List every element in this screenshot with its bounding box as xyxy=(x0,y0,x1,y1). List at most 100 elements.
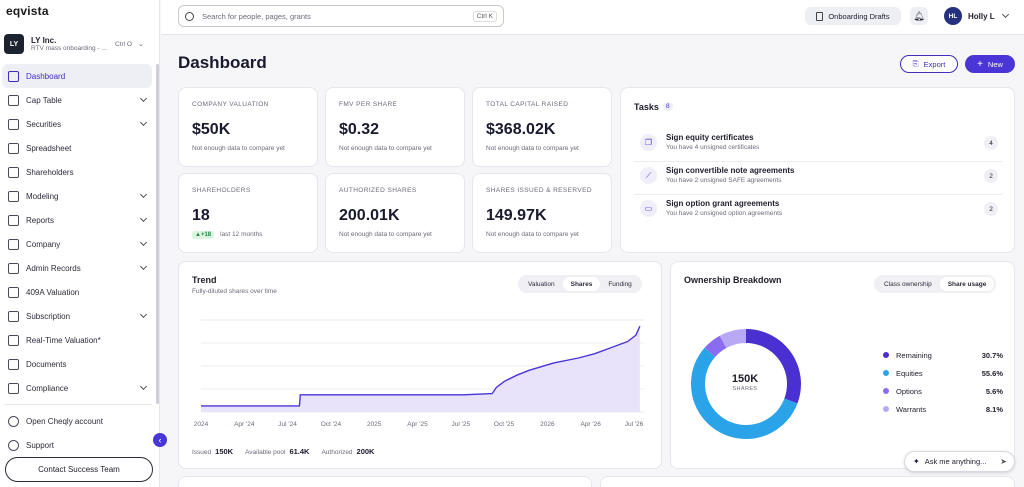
donut-center-value: 150K xyxy=(731,373,759,385)
divider xyxy=(634,194,1002,195)
users-icon xyxy=(8,166,19,178)
sidebar-item-compliance[interactable]: Compliance xyxy=(2,376,152,400)
kpi-card: Total Capital Raised $368.02K Not enough d… xyxy=(472,87,612,167)
kpi-card: Company Valuation $50K Not enough data to … xyxy=(178,87,318,167)
new-button[interactable]: + New xyxy=(965,55,1015,73)
sidebar-item-documents[interactable]: Documents xyxy=(2,352,152,376)
tasks-title: Tasks xyxy=(634,102,659,112)
sidebar: eqvista LY LY Inc. RTV mass onboarding -… xyxy=(0,0,160,487)
export-button[interactable]: ⎘ Export xyxy=(900,55,958,73)
sparkle-icon: ✦ xyxy=(913,457,920,466)
task-item[interactable]: ⟋ Sign convertible note agreements You hav… xyxy=(634,162,1002,195)
sidebar-item-subscription[interactable]: Subscription xyxy=(2,304,152,328)
ownership-tab-group: Class ownership Share usage xyxy=(874,275,997,293)
contact-success-team-button[interactable]: Contact Success Team xyxy=(5,457,153,482)
legend-label: Options xyxy=(896,386,922,396)
new-label: New xyxy=(987,59,1003,69)
trend-title: Trend xyxy=(192,275,217,285)
task-item[interactable]: ❐ Sign equity certificates You have 4 unsi… xyxy=(634,129,1002,162)
trend-tab-valuation[interactable]: Valuation xyxy=(528,280,555,288)
sidebar-item-cap-table[interactable]: Cap Table xyxy=(2,88,152,112)
note-icon: ⟋ xyxy=(640,167,657,184)
ownership-tab-share-usage[interactable]: Share usage xyxy=(939,277,995,291)
legend-value: 55.6% xyxy=(981,368,1003,378)
pie-icon xyxy=(8,94,19,106)
series-area xyxy=(201,326,640,412)
sidebar-item-securities[interactable]: Securities xyxy=(2,112,152,136)
trend-tab-funding[interactable]: Funding xyxy=(608,280,632,288)
legend-value: 5.6% xyxy=(985,386,1003,396)
sidebar-item-spreadsheet[interactable]: Spreadsheet xyxy=(2,136,152,160)
legend-value: 8.1% xyxy=(985,404,1003,414)
ask-assistant-button[interactable]: ✦ Ask me anything... ➤ xyxy=(904,451,1015,472)
kpi-note-text: Not enough data to compare yet xyxy=(339,145,432,152)
app-logo[interactable]: eqvista xyxy=(6,4,49,18)
ownership-tab-class-ownership[interactable]: Class ownership xyxy=(884,280,932,288)
search-input[interactable] xyxy=(202,11,473,21)
collapse-sidebar-button[interactable]: ‹ xyxy=(153,433,167,447)
kpi-value: $0.32 xyxy=(339,121,380,138)
sidebar-item-label: Cap Table xyxy=(26,95,62,105)
user-name: Holly L xyxy=(968,11,995,21)
x-tick-label: 2025 xyxy=(367,421,382,428)
x-tick-label: Oct '25 xyxy=(494,421,515,428)
kpi-value: $368.02K xyxy=(486,121,556,138)
kpi-label: Shares Issued & Reserved xyxy=(486,187,592,194)
kpi-note-text: Not enough data to compare yet xyxy=(486,145,579,152)
kpi-card: Authorized Shares 200.01K Not enough data … xyxy=(325,173,465,253)
task-subtitle: You have 2 unsigned SAFE agreements xyxy=(666,177,782,184)
sidebar-scrollbar[interactable] xyxy=(156,64,159,404)
ownership-card: Ownership Breakdown Class ownership Share… xyxy=(670,261,1015,469)
chevron-down-icon xyxy=(139,310,148,319)
export-icon: ⎘ xyxy=(912,59,919,68)
sidebar-item-reports[interactable]: Reports xyxy=(2,208,152,232)
trend-tab-group: Valuation Shares Funding xyxy=(518,275,642,293)
sidebar-item-label: Documents xyxy=(26,359,67,369)
x-tick-label: Jul '25 xyxy=(452,421,471,428)
sidebar-item-409a-valuation[interactable]: 409A Valuation xyxy=(2,280,152,304)
sidebar-item-real-time-valuation[interactable]: Real-Time Valuation* xyxy=(2,328,152,352)
user-menu[interactable]: HL Holly L xyxy=(944,6,1009,26)
chevron-down-icon xyxy=(139,214,148,223)
trend-footer-label: Issued xyxy=(192,449,212,456)
trend-footer-label: Available pool xyxy=(245,449,286,456)
subscription-icon xyxy=(8,310,19,322)
sidebar-item-dashboard[interactable]: Dashboard xyxy=(2,64,152,88)
document-icon xyxy=(8,358,19,370)
kpi-value: $50K xyxy=(192,121,231,138)
sidebar-item-support[interactable]: Support xyxy=(2,433,152,457)
sidebar-item-label: Company xyxy=(26,239,61,249)
kpi-label: Company Valuation xyxy=(192,101,269,108)
tasks-count-badge: 8 xyxy=(663,102,673,111)
sidebar-item-company[interactable]: Company xyxy=(2,232,152,256)
legend-label: Equities xyxy=(896,368,923,378)
sidebar-item-open-cheqly-account[interactable]: Open Cheqly account xyxy=(2,409,152,433)
task-title: Sign equity certificates xyxy=(666,133,754,142)
notifications-button[interactable]: 🔔︎ xyxy=(910,7,928,25)
bottom-card-left xyxy=(178,476,592,487)
donut-slice-warrants[interactable] xyxy=(691,329,801,439)
series-line xyxy=(201,325,641,407)
search-box[interactable]: Ctrl K xyxy=(178,5,504,27)
send-icon: ➤ xyxy=(1000,457,1007,466)
org-subtitle: RTV mass onboarding - ... xyxy=(31,45,107,52)
onboarding-drafts-button[interactable]: Onboarding Drafts xyxy=(805,7,901,25)
sidebar-item-modeling[interactable]: Modeling xyxy=(2,184,152,208)
sidebar-item-admin-records[interactable]: Admin Records xyxy=(2,256,152,280)
org-switcher[interactable]: LY LY Inc. RTV mass onboarding - ... Ctr… xyxy=(4,32,156,56)
org-name: LY Inc. xyxy=(31,36,57,45)
donut-slice-equities[interactable] xyxy=(691,329,801,439)
trend-footer-value: 200K xyxy=(356,447,375,456)
divider xyxy=(634,161,1002,162)
task-item[interactable]: ▭ Sign option grant agreements You have 2 … xyxy=(634,195,1002,228)
kpi-value: 18 xyxy=(192,207,210,224)
document-icon xyxy=(816,11,824,21)
trend-footer-value: 61.4K xyxy=(289,447,310,456)
x-tick-label: Oct '24 xyxy=(321,421,342,428)
chevron-down-icon xyxy=(139,190,148,199)
kpi-value: 200.01K xyxy=(339,207,400,224)
trend-tab-shares[interactable]: Shares xyxy=(562,277,601,291)
sidebar-item-shareholders[interactable]: Shareholders xyxy=(2,160,152,184)
legend-label: Remaining xyxy=(896,350,932,360)
chevron-down-icon xyxy=(139,382,148,391)
